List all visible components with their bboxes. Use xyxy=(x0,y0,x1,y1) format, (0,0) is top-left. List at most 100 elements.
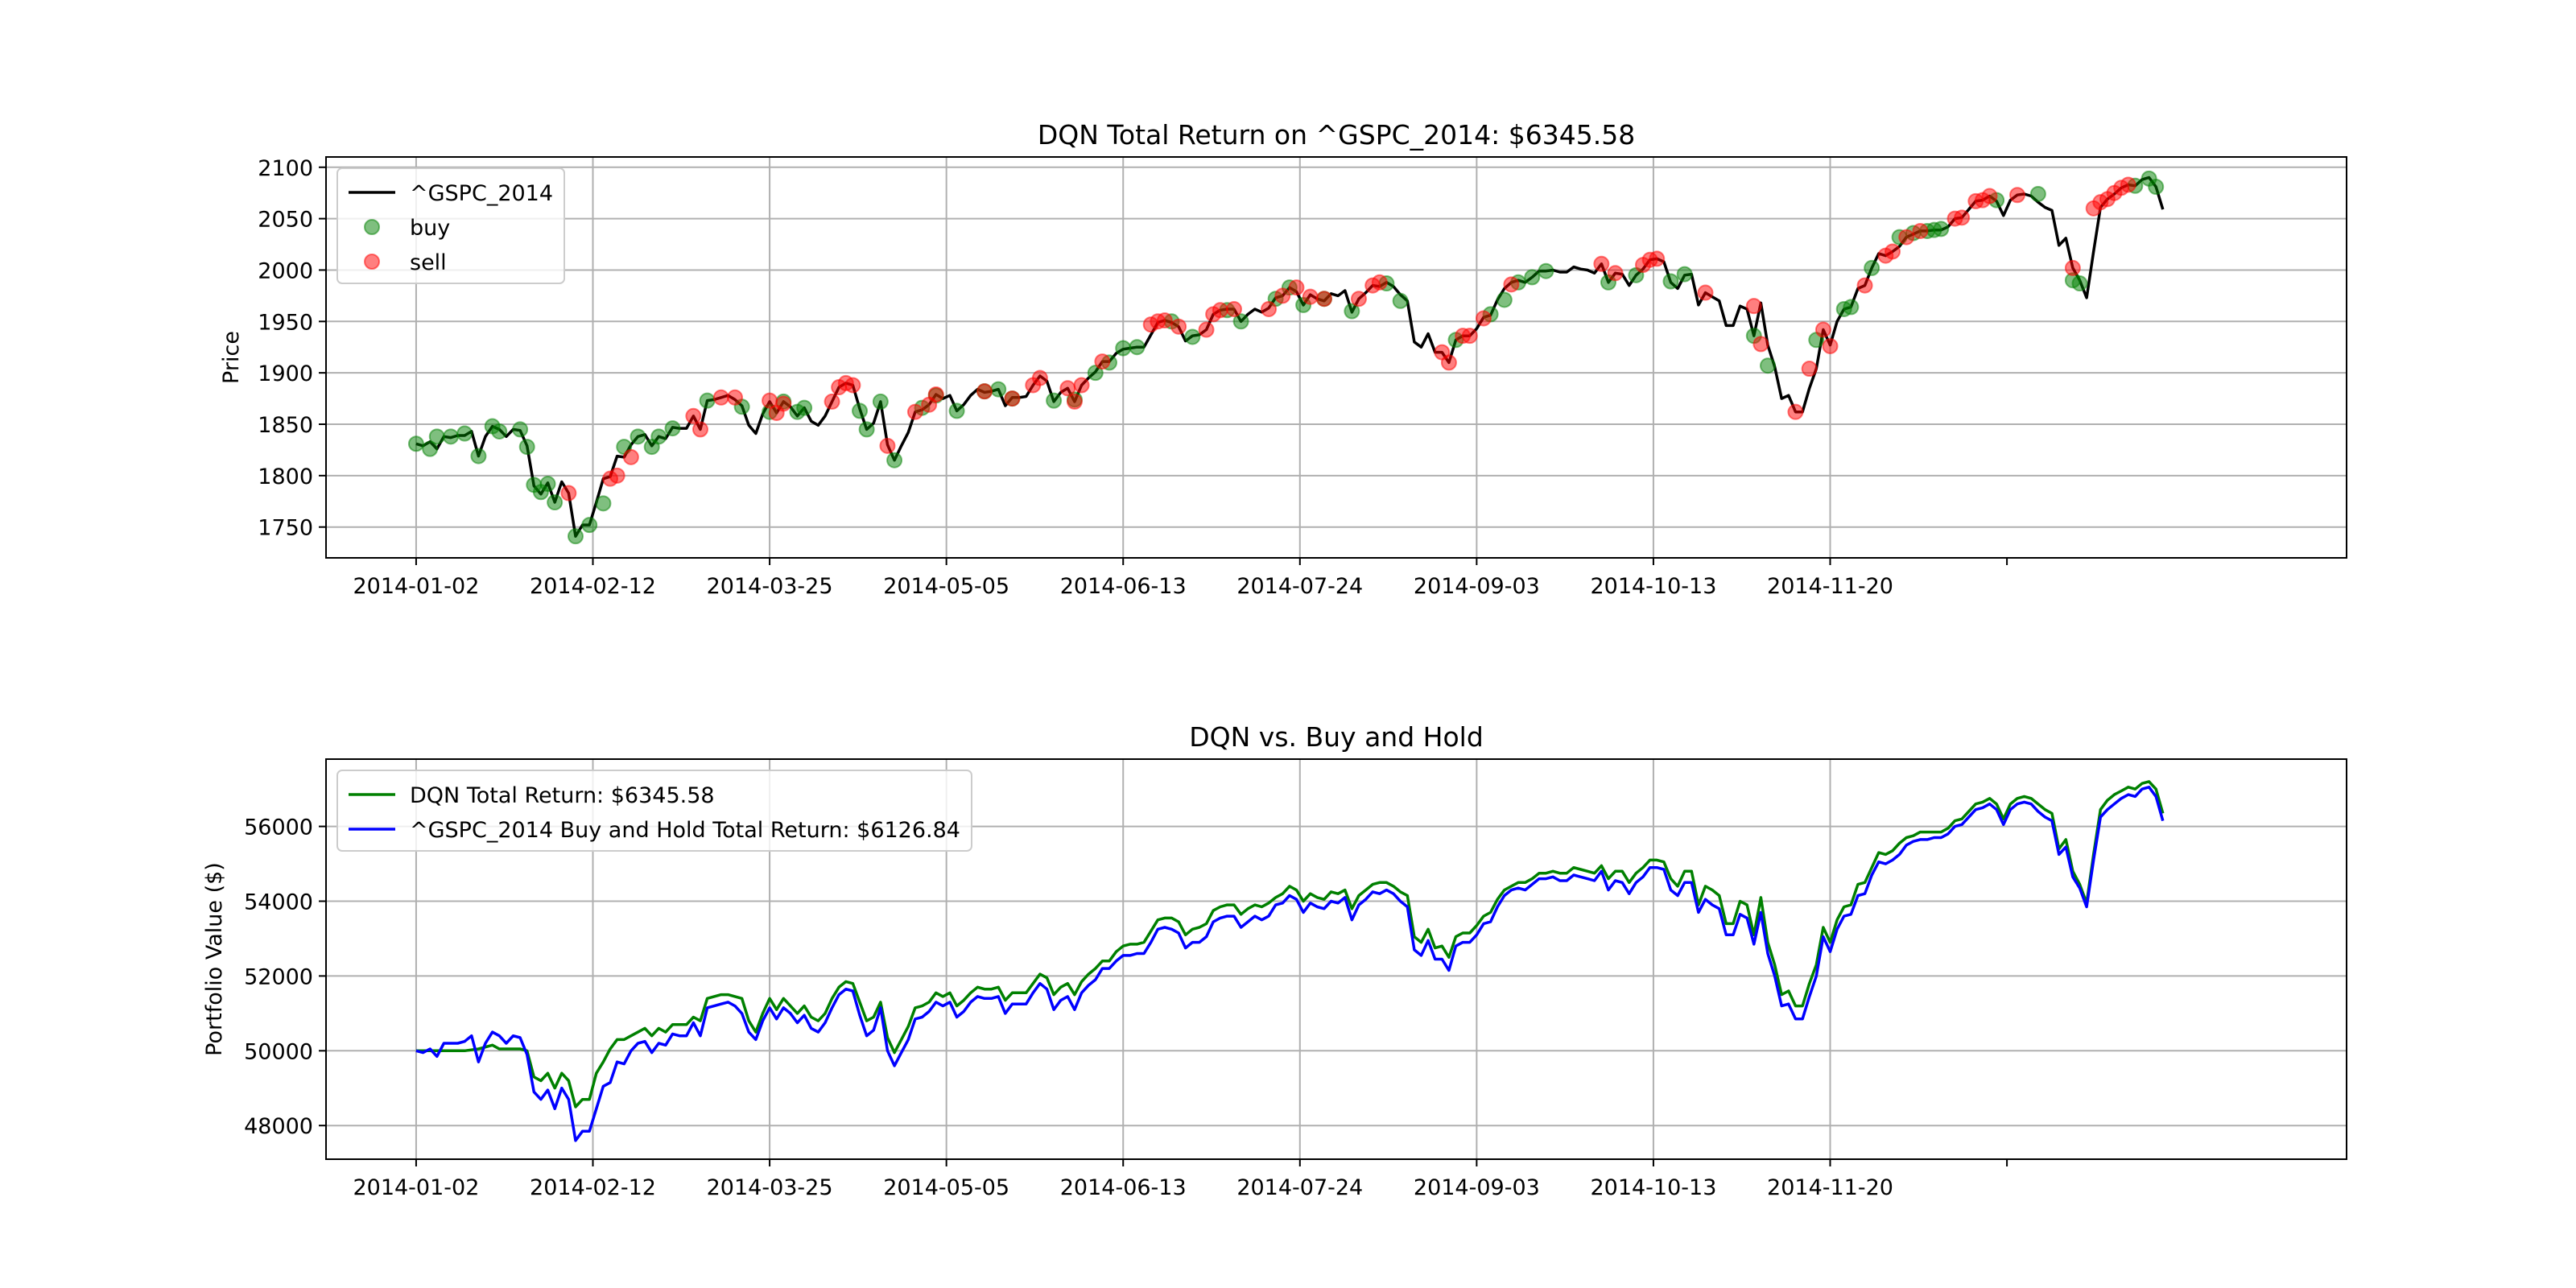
x-tick-label: 2014-06-13 xyxy=(1060,574,1187,599)
sell-marker xyxy=(1066,393,1083,410)
x-tick-label: 2014-06-13 xyxy=(1060,1175,1187,1200)
x-tick-label: 2014-01-02 xyxy=(353,1175,479,1200)
buy-marker xyxy=(581,517,598,534)
legend-label: sell xyxy=(410,250,447,275)
sell-marker xyxy=(1787,403,1804,420)
legend-box xyxy=(336,167,566,284)
x-tick-label: 2014-11-20 xyxy=(1767,1175,1893,1200)
sell-marker xyxy=(844,377,861,394)
buy-marker xyxy=(422,440,439,457)
sell-markers xyxy=(560,176,2136,502)
sell-marker xyxy=(1503,276,1520,293)
buy-marker xyxy=(1392,292,1409,309)
buy-marker xyxy=(518,439,535,456)
y-tick-label: 2000 xyxy=(258,258,313,283)
y-tick-label: 2100 xyxy=(258,156,313,181)
sell-marker xyxy=(1288,279,1305,296)
buy-marker xyxy=(630,428,646,445)
x-tick-label: 2014-05-05 xyxy=(883,574,1009,599)
sell-marker xyxy=(1912,222,1929,239)
grid xyxy=(326,157,2347,558)
sell-marker xyxy=(1745,298,1762,315)
sell-marker xyxy=(1475,310,1492,327)
buy-marker xyxy=(456,425,473,442)
buy-marker xyxy=(491,423,508,440)
buy-marker xyxy=(428,428,445,445)
buy-marker xyxy=(1864,259,1880,276)
buy-marker xyxy=(1115,340,1132,357)
chart-portfolio: 2014-01-02 2014-02-12 2014-03-25 2014-05-05… xyxy=(202,721,2347,1200)
sell-marker xyxy=(1274,287,1291,304)
buy-marker xyxy=(872,393,889,410)
buy-marker xyxy=(858,421,875,438)
sell-marker xyxy=(1954,209,1971,226)
x-tick-label: 2014-09-03 xyxy=(1414,1175,1540,1200)
sell-marker xyxy=(1649,250,1666,267)
buy-marker xyxy=(1662,273,1679,290)
axes-frame xyxy=(325,156,2347,559)
buy-marker xyxy=(1184,328,1201,345)
buy-marker xyxy=(948,402,965,419)
legend: DQN Total Return: $6345.58 ^GSPC_2014 Buy… xyxy=(336,770,972,852)
y-tick-label: 54000 xyxy=(244,890,313,915)
sell-marker xyxy=(976,383,993,400)
buy-marker xyxy=(1760,357,1777,374)
sell-marker xyxy=(2008,187,2025,204)
sell-marker xyxy=(1302,288,1319,305)
legend-label: DQN Total Return: $6345.58 xyxy=(410,783,715,808)
legend-label: ^GSPC_2014 xyxy=(410,181,553,206)
buy-marker xyxy=(1843,299,1860,316)
sell-marker xyxy=(1212,302,1228,319)
sell-marker xyxy=(1170,318,1187,335)
y-axis-label: Price xyxy=(219,331,244,384)
buy-marker xyxy=(1046,392,1063,409)
buy-marker xyxy=(990,381,1007,398)
x-tick-label: 2014-10-13 xyxy=(1590,1175,1716,1200)
buy-marker xyxy=(886,452,903,469)
x-tick-label: 2014-11-20 xyxy=(1767,574,1893,599)
sell-marker xyxy=(1856,277,1873,294)
chart-title: DQN Total Return on ^GSPC_2014: $6345.58 xyxy=(1038,119,1635,151)
x-tick-label: 2014-02-12 xyxy=(530,574,656,599)
buy-marker xyxy=(2071,275,2088,292)
y-tick-label: 1850 xyxy=(258,413,313,438)
x-tick-label: 2014-03-25 xyxy=(707,574,833,599)
buy-marker xyxy=(1676,266,1693,283)
sell-marker xyxy=(1814,321,1831,338)
sell-marker xyxy=(1822,337,1839,354)
buy-marker xyxy=(650,428,667,445)
buy-marker xyxy=(796,399,813,416)
sell-marker xyxy=(1461,328,1478,345)
sell-marker xyxy=(2120,176,2136,193)
sell-marker xyxy=(1094,353,1111,370)
buy-marker xyxy=(1524,269,1541,286)
y-tick-label: 1900 xyxy=(258,361,313,386)
buy-marker xyxy=(2148,179,2165,196)
sell-marker xyxy=(1801,361,1818,378)
buy-marker xyxy=(442,428,459,445)
sell-marker xyxy=(1059,380,1076,397)
buy-marker xyxy=(1344,303,1360,320)
x-tick-label: 2014-10-13 xyxy=(1590,574,1716,599)
buy-marker xyxy=(664,420,681,437)
buy-marker xyxy=(1129,339,1146,356)
buy-marker xyxy=(1538,262,1554,279)
sell-marker xyxy=(1898,229,1915,246)
buy-marker xyxy=(1496,291,1513,308)
sell-marker xyxy=(560,485,577,502)
sell-marker xyxy=(1004,390,1021,407)
buy-marker xyxy=(699,392,716,409)
x-tick-label: 2014-01-02 xyxy=(353,574,479,599)
y-tick-label: 52000 xyxy=(244,964,313,989)
sell-marker xyxy=(1593,255,1610,272)
x-tick-label: 2014-02-12 xyxy=(530,1175,656,1200)
buy-marker xyxy=(547,494,564,511)
x-tick-label: 2014-09-03 xyxy=(1414,574,1540,599)
chart-price: 2014-01-02 2014-02-12 2014-03-25 2014-05-05… xyxy=(219,119,2347,599)
chart-title: DQN vs. Buy and Hold xyxy=(1189,721,1484,753)
sell-marker xyxy=(906,403,923,420)
sell-marker xyxy=(824,393,840,410)
sell-marker xyxy=(2064,259,2081,276)
legend-marker-swatch xyxy=(364,219,380,235)
